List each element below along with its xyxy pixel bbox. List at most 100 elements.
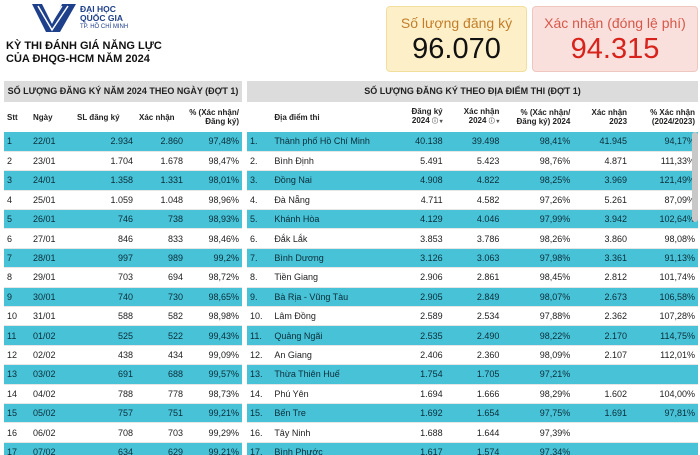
table-cell: 2.905 (388, 287, 446, 308)
table-cell: 99,43% (186, 325, 242, 346)
table-cell: 730 (136, 287, 186, 308)
col-stt[interactable]: Stt (4, 102, 30, 132)
table-cell: 438 (74, 345, 136, 366)
col-confirmed-2024[interactable]: Xác nhận 2024 ⓘ ▾ (445, 102, 503, 132)
table-cell: 708 (74, 422, 136, 443)
table-cell: 16. (247, 422, 272, 443)
col-location[interactable]: Địa điểm thi (271, 102, 389, 132)
table-row[interactable]: 7 28/01 997 989 99,2% (4, 248, 242, 269)
table-cell: 3.126 (388, 248, 446, 269)
table-cell: 28/01 (30, 248, 74, 269)
table-row[interactable]: 13. Thừa Thiên Huế 1.754 1.705 97,21% (247, 364, 698, 385)
table-cell: 98,98% (186, 306, 242, 327)
table-row[interactable]: 16 06/02 708 703 99,29% (4, 422, 242, 443)
by-location-title: SỐ LƯỢNG ĐĂNG KÝ THEO ĐỊA ĐIỂM THI (ĐỢT … (247, 81, 698, 102)
col-registered-2024[interactable]: Đăng ký 2024 ⓘ ▾ (388, 102, 446, 132)
table-cell: 101,74% (630, 267, 698, 288)
table-cell (573, 422, 631, 443)
table-row[interactable]: 3. Đồng Nai 4.908 4.822 98,25% 3.969 121,49% (247, 170, 698, 191)
table-cell: 2.906 (388, 267, 446, 288)
table-row[interactable]: 14 04/02 788 778 98,73% (4, 384, 242, 404)
col-percent-2024[interactable]: % (Xác nhận/ Đăng ký) 2024 (502, 102, 574, 132)
table-row[interactable]: 12. An Giang 2.406 2.360 98,09% 2.107 112,01% (247, 345, 698, 366)
table-row[interactable]: 4 25/01 1.059 1.048 98,96% (4, 190, 242, 211)
table-cell: 98,76% (502, 151, 574, 172)
by-location-panel: SỐ LƯỢNG ĐĂNG KÝ THEO ĐỊA ĐIỂM THI (ĐỢT … (247, 81, 698, 455)
table-row[interactable]: 15. Bến Tre 1.692 1.654 97,75% 1.691 97,81% (247, 403, 698, 424)
sort-info-icon[interactable]: ⓘ ▾ (431, 119, 443, 125)
table-row[interactable]: 8. Tiền Giang 2.906 2.861 98,45% 2.812 101,74% (247, 267, 698, 288)
table-row[interactable]: 12 02/02 438 434 99,09% (4, 345, 242, 366)
table-cell: 2.535 (388, 325, 446, 346)
table-row[interactable]: 11. Quảng Ngãi 2.535 2.490 98,22% 2.170 114,75… (247, 325, 698, 346)
col-confirmed-2023[interactable]: Xác nhận 2023 (573, 102, 631, 132)
table-row[interactable]: 14. Phú Yên 1.694 1.666 98,29% 1.602 104,00% (247, 384, 698, 404)
table-cell: 06/02 (30, 422, 74, 443)
table-cell: 97,39% (502, 422, 574, 443)
table-row[interactable]: 16. Tây Ninh 1.688 1.644 97,39% (247, 422, 698, 443)
table-cell: 98,96% (186, 190, 242, 211)
table-row[interactable]: 13 03/02 691 688 99,57% (4, 364, 242, 385)
table-cell: 778 (136, 384, 186, 404)
table-cell: 1.331 (136, 170, 186, 191)
table-cell: 94,17% (630, 132, 698, 152)
table-row[interactable]: 4. Đà Nẵng 4.711 4.582 97,26% 5.261 87,09% (247, 190, 698, 211)
table-cell: 7 (4, 248, 30, 269)
table-cell: 97,99% (502, 209, 574, 230)
sort-info-icon[interactable]: ⓘ ▾ (488, 119, 500, 125)
dashboard-header: ĐẠI HỌC QUỐC GIA TP. HỒ CHÍ MINH KỲ THI … (0, 0, 700, 78)
table-cell: 99,2% (186, 248, 242, 269)
table-row[interactable]: 11 01/02 525 522 99,43% (4, 325, 242, 346)
table-cell: 4 (4, 190, 30, 211)
table-cell: 26/01 (30, 209, 74, 230)
table-cell: 97,26% (502, 190, 574, 211)
table-row[interactable]: 3 24/01 1.358 1.331 98,01% (4, 170, 242, 191)
table-cell: 1.059 (74, 190, 136, 211)
table-row[interactable]: 2. Bình Định 5.491 5.423 98,76% 4.871 111,33% (247, 151, 698, 172)
table-row[interactable]: 10. Lâm Đồng 2.589 2.534 97,88% 2.362 107,28% (247, 306, 698, 327)
table-cell: 1.705 (445, 364, 503, 385)
col-date[interactable]: Ngày (30, 102, 74, 132)
table-cell: Bến Tre (271, 403, 389, 424)
table-cell: 4. (247, 190, 272, 211)
table-cell (630, 442, 698, 455)
table-cell: 1.654 (445, 403, 503, 424)
table-cell: 13. (247, 364, 272, 385)
scrollbar-thumb[interactable] (692, 132, 698, 222)
table-cell: 39.498 (445, 132, 503, 152)
table-cell: 738 (136, 209, 186, 230)
table-row[interactable]: 17. Bình Phước 1.617 1.574 97,34% (247, 442, 698, 455)
table-row[interactable]: 7. Bình Dương 3.126 3.063 97,98% 3.361 91,13% (247, 248, 698, 269)
table-row[interactable]: 1 22/01 2.934 2.860 97,48% (4, 132, 242, 152)
table-cell: 1.574 (445, 442, 503, 455)
table-cell: Khánh Hòa (271, 209, 389, 230)
table-row[interactable]: 8 29/01 703 694 98,72% (4, 267, 242, 288)
table-cell: Đà Nẵng (271, 190, 389, 211)
table-row[interactable]: 9 30/01 740 730 98,65% (4, 287, 242, 308)
table-row[interactable]: 6 27/01 846 833 98,46% (4, 228, 242, 249)
table-cell: 8 (4, 267, 30, 288)
table-cell: 740 (74, 287, 136, 308)
table-cell: 997 (74, 248, 136, 269)
col-percent-2024-2023[interactable]: % Xác nhận (2024/2023) (630, 102, 698, 132)
table-cell: 2 (4, 151, 30, 172)
col-registered[interactable]: SL đăng ký (74, 102, 136, 132)
table-cell (573, 364, 631, 385)
table-row[interactable]: 2 23/01 1.704 1.678 98,47% (4, 151, 242, 172)
table-cell: 2.490 (445, 325, 503, 346)
table-cell: 98,73% (186, 384, 242, 404)
table-cell: 3.063 (445, 248, 503, 269)
table-row[interactable]: 10 31/01 588 582 98,98% (4, 306, 242, 327)
col-confirmed[interactable]: Xác nhận (136, 102, 186, 132)
col-percent[interactable]: % (Xác nhận/ Đăng ký) (186, 102, 242, 132)
table-row[interactable]: 17 07/02 634 629 99,21% (4, 442, 242, 455)
logo-line3: TP. HỒ CHÍ MINH (80, 24, 129, 30)
table-row[interactable]: 1. Thành phố Hồ Chí Minh 40.138 39.498 98,41… (247, 132, 698, 152)
table-row[interactable]: 6. Đắk Lắk 3.853 3.786 98,26% 3.860 98,08% (247, 228, 698, 249)
table-row[interactable]: 15 05/02 757 751 99,21% (4, 403, 242, 424)
table-row[interactable]: 9. Bà Rịa - Vũng Tàu 2.905 2.849 98,07% 2.673… (247, 287, 698, 308)
table-cell: 3.853 (388, 228, 446, 249)
by-date-title: SỐ LƯỢNG ĐĂNG KÝ NĂM 2024 THEO NGÀY (ĐỢT… (4, 81, 242, 102)
table-row[interactable]: 5 26/01 746 738 98,93% (4, 209, 242, 230)
table-row[interactable]: 5. Khánh Hòa 4.129 4.046 97,99% 3.942 102,64% (247, 209, 698, 230)
